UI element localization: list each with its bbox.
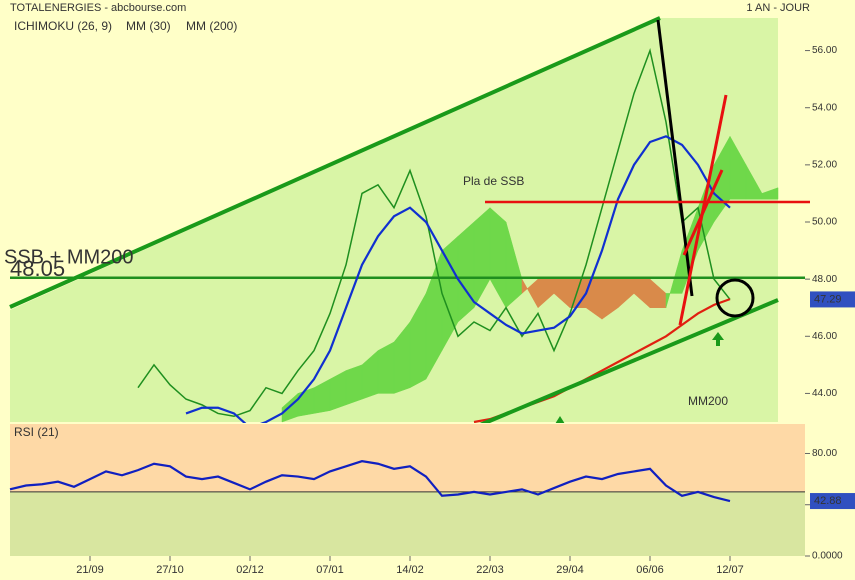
x-tick-label: 02/12 [236, 564, 264, 576]
legend-entry: ICHIMOKU (26, 9) [14, 19, 112, 33]
line-series [185, 135, 731, 429]
y-tick-label: 50.00 [812, 217, 837, 228]
cloud [345, 364, 363, 406]
y-tick-label: 52.00 [812, 159, 837, 170]
overbought-zone [10, 424, 805, 492]
x-tick-label: 27/10 [156, 564, 184, 576]
y-tick-label: 44.00 [812, 388, 837, 399]
panel-title: RSI (21) [14, 425, 59, 439]
x-tick-label: 07/01 [316, 564, 344, 576]
x-tick-label: 21/09 [76, 564, 104, 576]
trend-line [479, 298, 779, 427]
cloud [377, 341, 395, 394]
cloud [761, 187, 779, 200]
last-value-box [810, 493, 855, 510]
arrow [712, 332, 724, 346]
y-tick-label: 46.00 [812, 331, 837, 342]
last-value-box [810, 291, 855, 308]
trend-line [682, 169, 724, 256]
cloud [457, 221, 475, 323]
legend-entry: MM (30) [126, 19, 171, 33]
annotation: SSB + MM200 [4, 246, 134, 268]
legend-entry: MM (200) [186, 19, 237, 33]
y-tick-label: 56.00 [812, 45, 837, 56]
y-tick-label: 48.00 [812, 274, 837, 285]
last-value-label: 47.29 [814, 293, 842, 305]
y-tick-label: 54.00 [812, 102, 837, 113]
subtitle: 1 AN - JOUR [746, 2, 810, 14]
x-tick-label: 22/03 [476, 564, 504, 576]
annotation: MM200 [688, 394, 728, 408]
plot-area [10, 18, 778, 422]
annotation: Pla de SSB [463, 174, 524, 188]
level-label: 48.05 [10, 256, 65, 281]
highlight-circle [715, 278, 755, 318]
x-tick-label: 12/07 [716, 564, 744, 576]
y-tick-label: 80.00 [812, 448, 837, 459]
x-tick-label: 14/02 [396, 564, 424, 576]
oversold-zone [10, 491, 805, 556]
line-series [9, 460, 731, 503]
last-value-label: 42.88 [814, 495, 842, 507]
x-tick-label: 06/06 [636, 564, 664, 576]
chart-title: TOTALENERGIES - abcbourse.com [10, 2, 186, 14]
y-tick-label: 0.0000 [812, 551, 843, 562]
x-tick-label: 29/04 [556, 564, 584, 576]
trend-line [9, 16, 661, 309]
arrow [555, 416, 565, 424]
price-panel: 44.00 46.00 48.00 50.00 52.00 54.00 56.00 47.29… [10, 45, 855, 576]
